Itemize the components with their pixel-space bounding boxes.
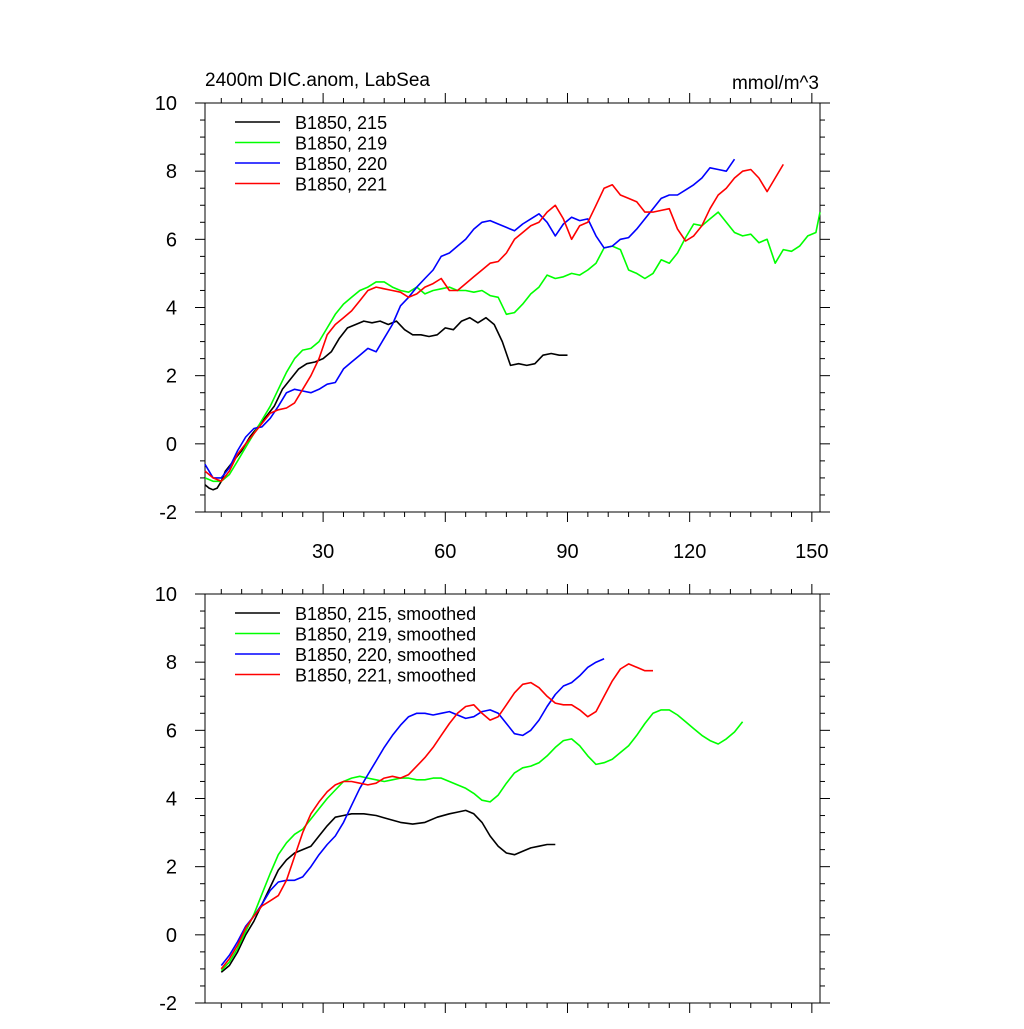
y-tick-label: 4 <box>166 789 177 811</box>
chart-title: 2400m DIC.anom, LabSea <box>205 70 430 91</box>
series-line-0 <box>204 316 568 491</box>
series-line-1 <box>204 211 821 483</box>
y-tick-label: 0 <box>166 925 177 947</box>
y-tick-label: 6 <box>166 229 177 251</box>
y-tick-label: 10 <box>155 584 177 606</box>
legend-label: B1850, 220 <box>295 154 387 174</box>
legend-label: B1850, 220, smoothed <box>295 645 476 665</box>
x-tick-label: 120 <box>673 541 706 563</box>
y-tick-label: 2 <box>166 857 177 879</box>
series-line-1 <box>220 709 744 972</box>
top-panel: -2 0 2 4 6 8 10 30 60 90 120 150 2400m DIC.anom, Lab… <box>155 70 830 563</box>
y-tick-label: 2 <box>166 366 177 388</box>
series-line-3 <box>220 663 653 970</box>
y-tick-label: -2 <box>159 993 177 1015</box>
legend-label: B1850, 221 <box>295 175 387 195</box>
x-tick-label: 60 <box>434 541 456 563</box>
y-tick-label: -2 <box>159 502 177 524</box>
legend-label: B1850, 221, smoothed <box>295 666 476 686</box>
y-tick-label: 8 <box>166 161 177 183</box>
legend-label: B1850, 219 <box>295 134 387 154</box>
series-line-2 <box>204 158 736 479</box>
y-tick-label: 4 <box>166 298 177 320</box>
series-line-3 <box>204 163 784 483</box>
y-tick-label: 10 <box>155 93 177 115</box>
y-tick-label: 0 <box>166 434 177 456</box>
legend-label: B1850, 219, smoothed <box>295 625 476 645</box>
x-tick-label: 90 <box>556 541 578 563</box>
x-tick-label: 150 <box>795 541 828 563</box>
legend-label: B1850, 215, smoothed <box>295 604 476 624</box>
legend-label: B1850, 215 <box>295 113 387 133</box>
units-label: mmol/m^3 <box>732 73 819 94</box>
series-line-0 <box>220 809 556 973</box>
series-line-2 <box>220 658 605 966</box>
y-tick-label: 6 <box>166 720 177 742</box>
y-tick-label: 8 <box>166 652 177 674</box>
x-tick-label: 30 <box>312 541 334 563</box>
